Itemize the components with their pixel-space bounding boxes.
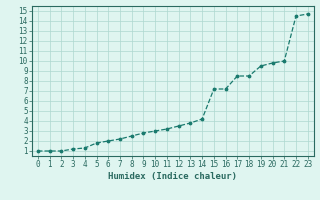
X-axis label: Humidex (Indice chaleur): Humidex (Indice chaleur) xyxy=(108,172,237,181)
